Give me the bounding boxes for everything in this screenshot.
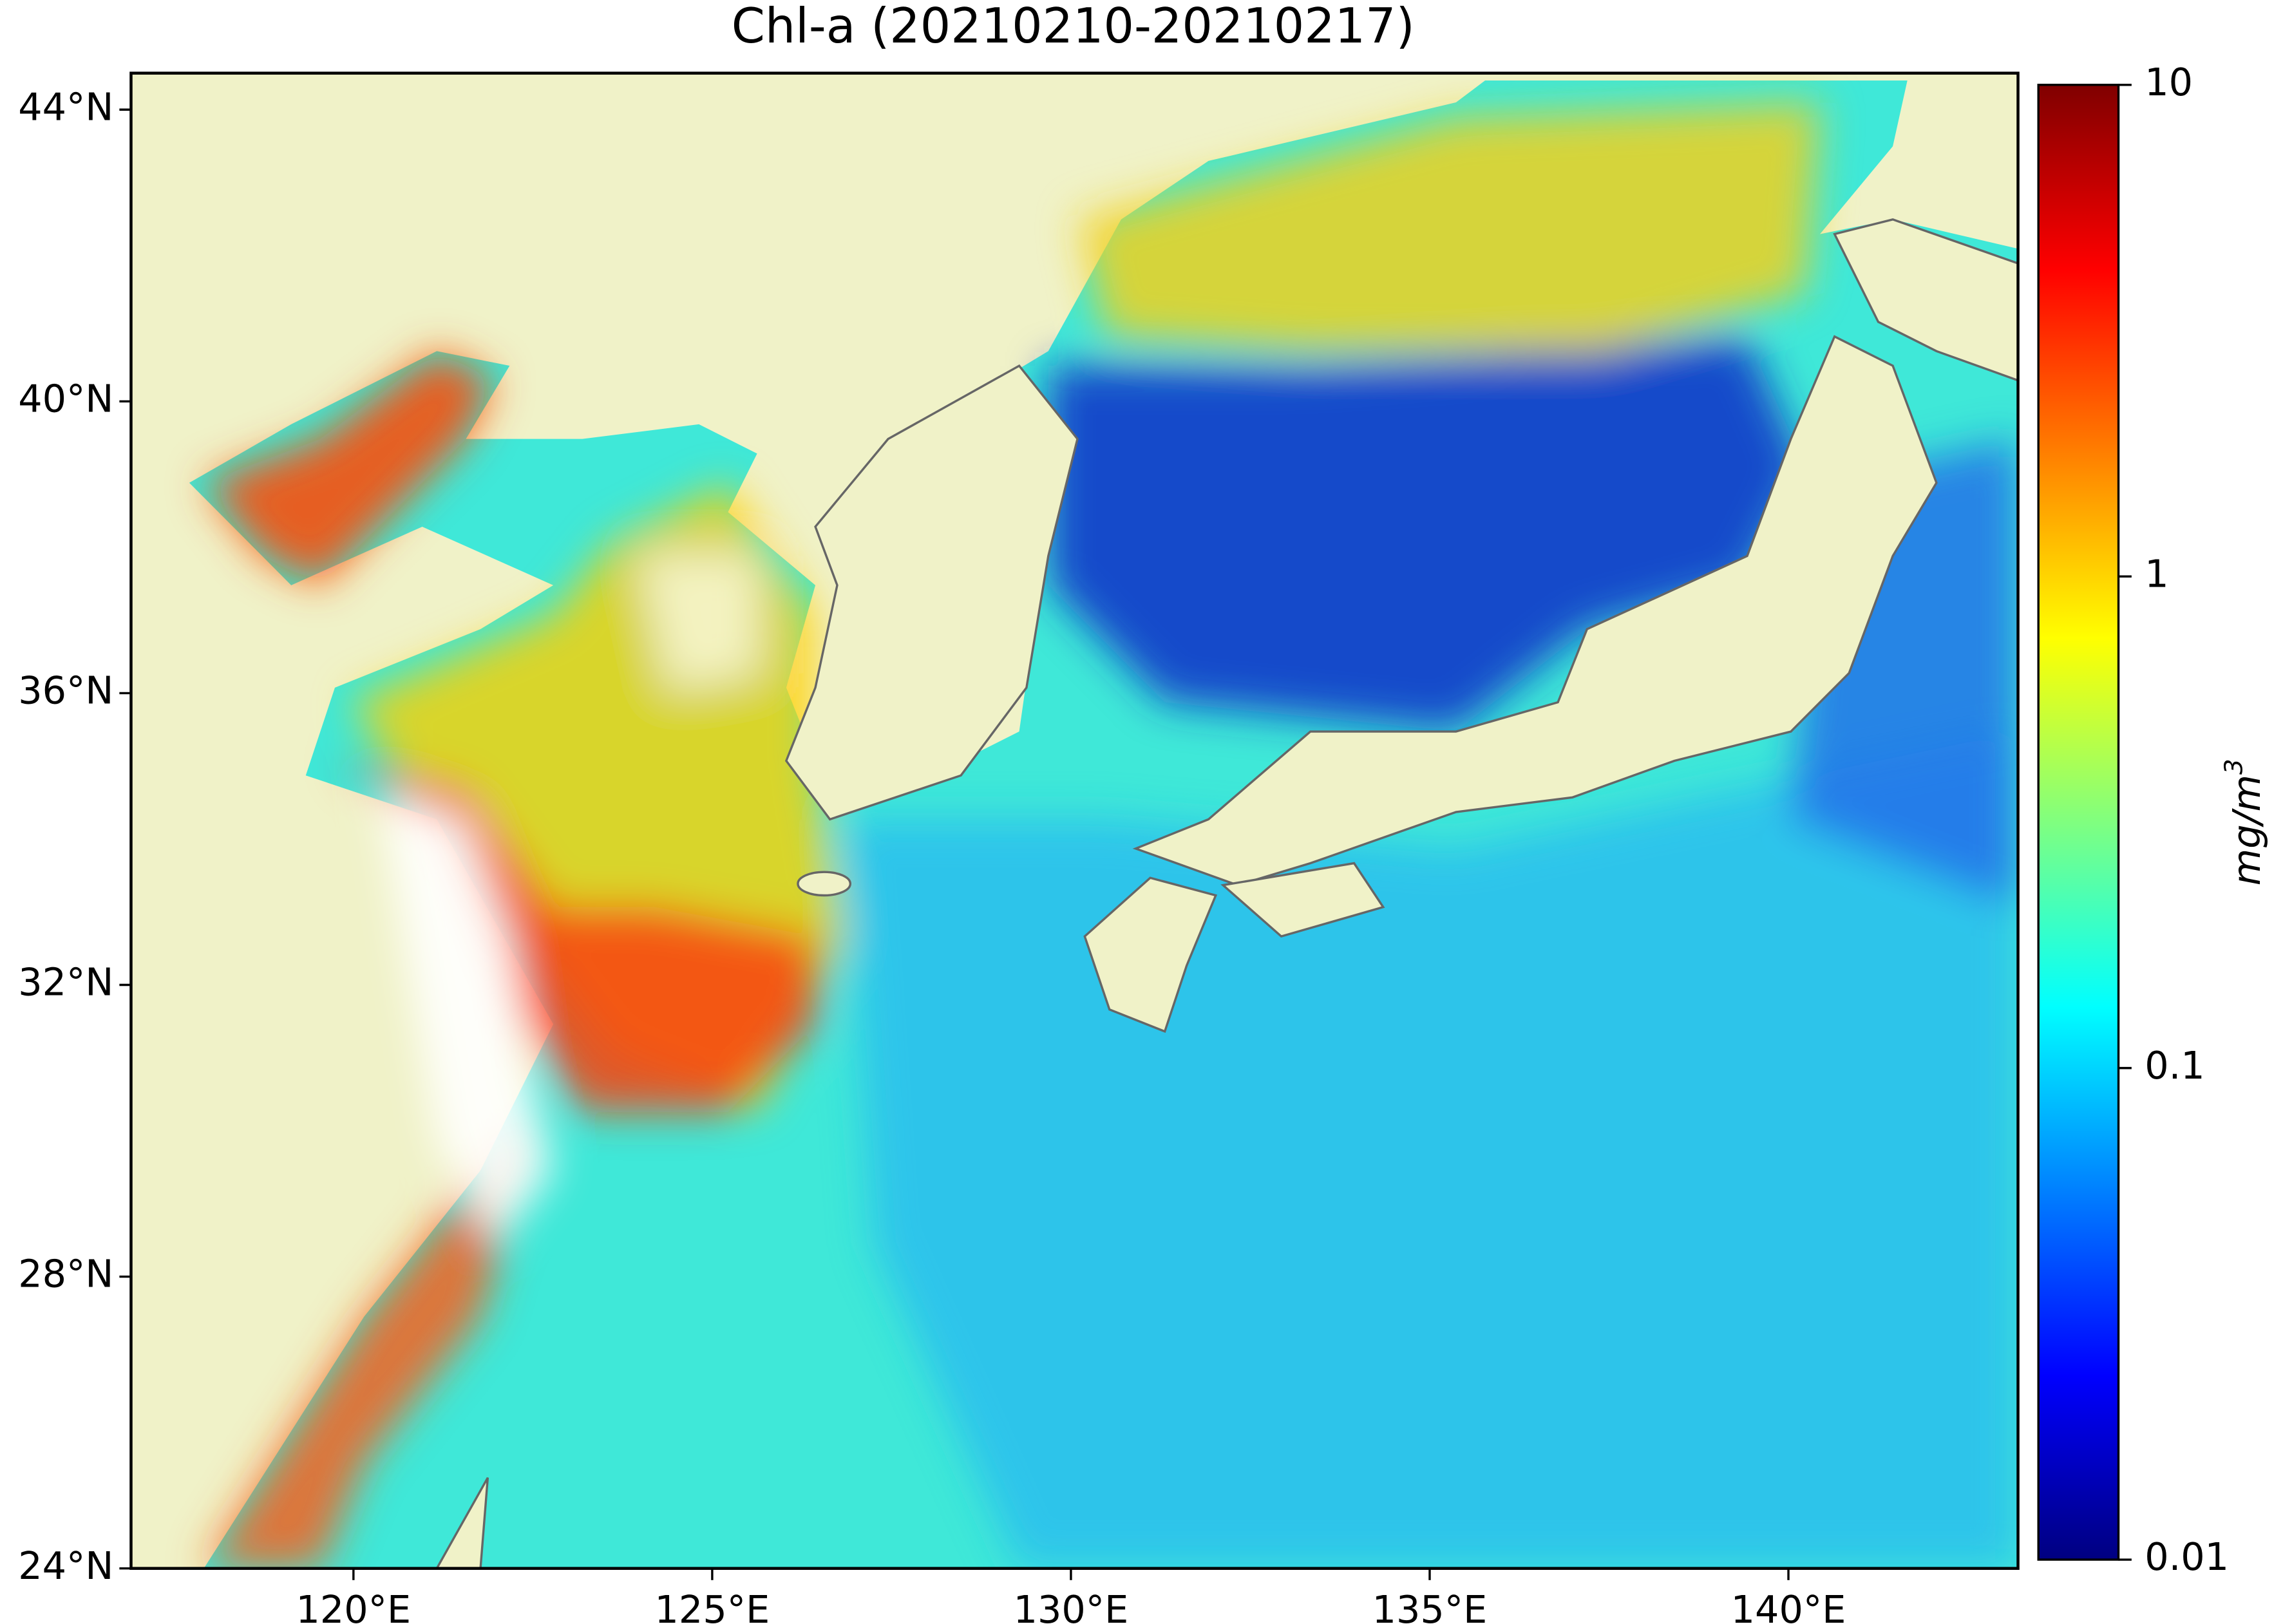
- colorbar-tick-label: 0.01: [2145, 1534, 2229, 1579]
- y-tick-label: 28°N: [18, 1252, 113, 1296]
- colorbar: [2037, 84, 2120, 1561]
- x-tick-label: 125°E: [655, 1587, 770, 1624]
- hokkaido: [1833, 218, 2018, 382]
- y-tick-label: 40°N: [18, 376, 113, 420]
- y-tick-label: 44°N: [18, 84, 113, 129]
- korea: [784, 364, 1079, 821]
- colorbar-tick-label: 0.1: [2145, 1043, 2204, 1088]
- x-tick-label: 120°E: [296, 1587, 412, 1624]
- colorbar-label-unit: mg/m: [2224, 775, 2269, 885]
- map-title: Chl-a (20210210-20210217): [732, 0, 1415, 54]
- coastlines: [435, 218, 2018, 1569]
- jeju: [797, 871, 852, 897]
- map-frame: [129, 71, 2020, 1570]
- colorbar-label-superscript: 3: [2219, 759, 2248, 775]
- taiwan: [435, 1477, 489, 1569]
- honshu: [1132, 335, 1938, 887]
- x-tick-label: 130°E: [1014, 1587, 1129, 1624]
- y-tick-label: 32°N: [18, 960, 113, 1005]
- x-tick-label: 140°E: [1731, 1587, 1846, 1624]
- colorbar-label: mg/m3: [2219, 759, 2269, 885]
- y-tick-label: 24°N: [18, 1544, 113, 1588]
- map-image: [131, 73, 2018, 1569]
- kyushu: [1083, 876, 1218, 1034]
- colorbar-tick-label: 1: [2145, 551, 2168, 596]
- shikoku: [1220, 862, 1385, 938]
- colorbar-tick-label: 10: [2145, 60, 2193, 104]
- y-tick-label: 36°N: [18, 668, 113, 712]
- x-tick-label: 135°E: [1372, 1587, 1488, 1624]
